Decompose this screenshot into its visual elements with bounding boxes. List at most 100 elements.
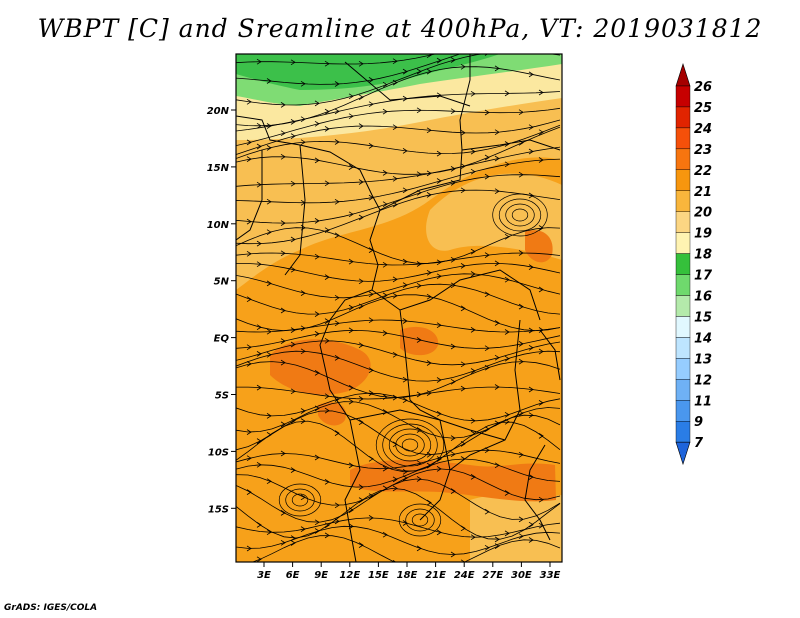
stream-arrow <box>334 320 340 327</box>
stream-arrow <box>538 433 544 439</box>
stream-arrow <box>256 58 262 65</box>
stream-arrow <box>334 232 340 239</box>
stream-arrow <box>300 116 306 123</box>
stream-arrow <box>484 345 490 352</box>
stream-arrow <box>402 475 408 481</box>
stream-arrow <box>426 293 432 300</box>
stream-arrow <box>436 466 442 472</box>
grads-credit: GrADS: IGES/COLA <box>4 603 98 613</box>
stream-arrow <box>529 26 533 31</box>
stream-arrow <box>436 529 442 536</box>
stream-arrow <box>504 233 510 240</box>
stream-arrow <box>528 386 534 393</box>
stream-arrow <box>460 187 466 194</box>
colorbar-swatch <box>675 85 691 108</box>
stream-arrow <box>266 198 272 205</box>
stream-vortex <box>375 418 445 472</box>
stream-arrow <box>368 101 374 108</box>
stream-arrow <box>392 124 398 131</box>
stream-arrow <box>358 179 364 185</box>
stream-arrow <box>256 522 262 528</box>
stream-arrow <box>426 54 432 59</box>
stream-vortex <box>388 428 432 462</box>
stream-arrow <box>450 488 456 494</box>
stream-arrow <box>538 286 544 293</box>
colorbar-swatch <box>675 148 691 171</box>
colorbar-swatch <box>675 253 691 275</box>
stream-arrow <box>392 79 398 86</box>
stream-arrow <box>324 274 330 280</box>
stream-arrow <box>528 148 534 155</box>
streamline <box>236 54 462 85</box>
stream-arrow <box>266 413 272 419</box>
stream-arrow <box>504 411 510 418</box>
stream-arrow <box>358 214 364 221</box>
stream-arrow <box>256 324 262 331</box>
stream-arrow <box>436 178 442 184</box>
stream-arrow <box>392 485 398 492</box>
stream-arrow <box>290 467 296 473</box>
stream-arrow <box>266 328 272 335</box>
stream-arrow <box>358 123 364 129</box>
streamline <box>236 54 237 58</box>
colorbar-swatch <box>675 295 691 317</box>
stream-arrow <box>246 156 252 162</box>
stream-arrow <box>416 68 422 75</box>
colorbar-label: 15 <box>694 310 712 325</box>
stream-arrow <box>451 35 455 40</box>
stream-arrow <box>348 113 354 120</box>
stream-arrow <box>494 320 500 326</box>
stream-arrow <box>518 516 524 523</box>
stream-arrow <box>436 273 442 280</box>
stream-arrow <box>358 303 364 310</box>
stream-arrow <box>485 28 489 33</box>
colorbar-label: 12 <box>694 373 712 388</box>
map-frame <box>235 53 563 563</box>
stream-arrow <box>280 338 286 344</box>
stream-arrow <box>246 455 252 462</box>
stream-vortex <box>382 423 438 467</box>
colorbar-label: 20 <box>694 206 712 221</box>
stream-arrow <box>460 305 466 312</box>
colorbar-label: 7 <box>694 436 704 451</box>
stream-arrow <box>314 370 320 376</box>
stream-arrow <box>416 107 422 114</box>
colorbar-swatch <box>675 211 691 233</box>
stream-arrow <box>290 540 296 546</box>
stream-arrow <box>470 474 476 480</box>
stream-arrow <box>470 368 476 374</box>
stream-arrow <box>246 218 252 225</box>
stream-arrow <box>348 327 354 334</box>
stream-arrow <box>392 351 398 358</box>
colorbar-bottom-tip <box>675 441 691 466</box>
lon-label: 21E <box>425 570 446 581</box>
stream-arrow <box>504 418 510 425</box>
stream-arrow <box>256 384 262 391</box>
stream-arrow <box>314 253 320 260</box>
stream-arrow <box>290 180 296 187</box>
colorbar-label: 25 <box>694 101 712 116</box>
stream-arrow <box>392 276 398 283</box>
stream-arrow <box>402 376 408 383</box>
stream-arrow <box>334 198 340 205</box>
stream-arrow <box>470 271 476 277</box>
stream-arrow <box>538 496 544 503</box>
stream-arrow <box>416 261 422 267</box>
stream-arrow <box>334 355 340 361</box>
stream-arrow <box>290 133 296 139</box>
stream-arrow <box>392 175 398 182</box>
stream-arrow <box>280 220 286 226</box>
stream-arrow <box>417 39 421 44</box>
stream-arrow <box>280 153 286 160</box>
dark-orange-patches <box>318 402 346 426</box>
stream-arrow <box>470 417 476 424</box>
stream-arrow <box>450 551 456 558</box>
lat-label: 10S <box>208 447 229 458</box>
stream-arrow <box>538 157 544 163</box>
lon-label: 3E <box>257 570 271 581</box>
stream-arrow <box>538 225 544 231</box>
stream-arrow <box>324 318 330 324</box>
stream-arrow <box>300 494 306 501</box>
streamline <box>236 54 437 72</box>
